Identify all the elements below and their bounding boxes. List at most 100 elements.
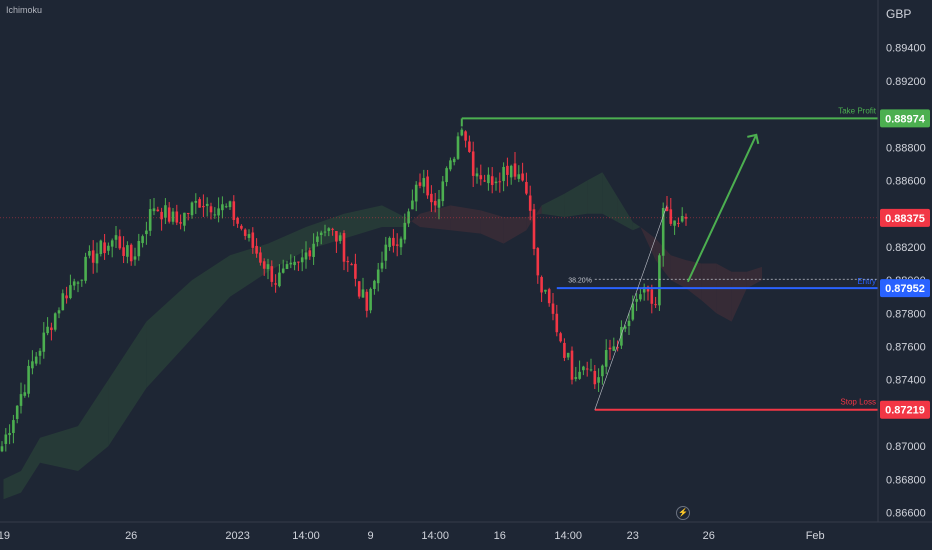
candle-body bbox=[585, 368, 589, 370]
candle-body bbox=[266, 264, 270, 270]
candle-body bbox=[661, 207, 665, 256]
candle-body bbox=[50, 327, 53, 331]
candle-body bbox=[107, 245, 110, 251]
candle-body bbox=[31, 361, 34, 369]
candle-body bbox=[684, 216, 688, 219]
candle-body bbox=[582, 366, 585, 371]
candle-body bbox=[194, 200, 198, 203]
candle-body bbox=[293, 261, 296, 266]
price-axis[interactable]: 0.894000.892000.888000.886000.882000.880… bbox=[877, 0, 932, 550]
candle-body bbox=[597, 377, 600, 383]
candle-body bbox=[566, 352, 570, 358]
candle-body bbox=[601, 365, 604, 377]
cloud-segment bbox=[746, 266, 762, 289]
candle-body bbox=[247, 234, 251, 238]
candle-body bbox=[570, 350, 574, 380]
candle-body bbox=[240, 225, 243, 229]
candle-body bbox=[433, 200, 437, 206]
candle-body bbox=[34, 356, 38, 364]
candle-body bbox=[388, 237, 391, 248]
price-axis-bg bbox=[878, 0, 932, 550]
projection-arrow bbox=[686, 134, 758, 283]
lightning-icon[interactable]: ⚡ bbox=[676, 506, 690, 520]
cloud-segment bbox=[108, 321, 147, 447]
candle-body bbox=[346, 261, 350, 263]
candle-body bbox=[471, 151, 475, 176]
candle-body bbox=[217, 208, 220, 216]
price-tick-label: 0.88800 bbox=[886, 142, 926, 154]
price-tick-label: 0.89400 bbox=[886, 43, 926, 55]
cloud-segment bbox=[268, 226, 306, 272]
candle-body bbox=[627, 320, 631, 326]
candle-body bbox=[589, 369, 593, 371]
candle-body bbox=[464, 131, 467, 141]
candle-body bbox=[224, 206, 228, 208]
cloud-segment bbox=[716, 263, 732, 322]
candle-body bbox=[673, 220, 676, 226]
candle-body bbox=[540, 277, 543, 293]
candle-body bbox=[285, 264, 289, 270]
candle-body bbox=[384, 244, 388, 261]
candle-body bbox=[437, 199, 441, 208]
candle-body bbox=[528, 195, 532, 211]
candle-body bbox=[490, 176, 494, 185]
cloud-segment bbox=[146, 280, 192, 388]
candle-body bbox=[498, 181, 502, 183]
candle-body bbox=[536, 248, 540, 276]
candle-body bbox=[251, 232, 255, 248]
candle-body bbox=[669, 209, 673, 224]
candle-body bbox=[12, 420, 15, 433]
candle-body bbox=[213, 214, 217, 216]
candle-body bbox=[80, 279, 84, 281]
candle-body bbox=[574, 377, 578, 379]
candle-body bbox=[452, 158, 456, 163]
candle-body bbox=[521, 173, 524, 181]
candle-body bbox=[38, 350, 42, 356]
candle-body bbox=[335, 231, 338, 242]
arrow-head bbox=[747, 133, 760, 145]
candle-body bbox=[297, 261, 300, 263]
candle-body bbox=[604, 350, 608, 367]
candle-body bbox=[278, 272, 281, 287]
candle-body bbox=[274, 283, 277, 285]
candle-body bbox=[680, 215, 684, 222]
candle-body bbox=[202, 205, 205, 208]
candle-body bbox=[418, 182, 422, 186]
time-axis[interactable]: 19 26 2023 14:00 9 14:00 16 14:00 23 26 Feb bbox=[0, 521, 932, 542]
stop-loss-label: Stop Loss bbox=[840, 398, 876, 407]
price-tick-label: 0.87800 bbox=[886, 308, 926, 320]
time-tick-label: Feb bbox=[806, 530, 825, 542]
candle-body bbox=[88, 251, 91, 256]
candle-body bbox=[145, 230, 148, 235]
candle-body bbox=[289, 262, 293, 265]
candle-body bbox=[422, 178, 426, 187]
cloud-segment bbox=[503, 217, 527, 244]
indicator-label[interactable]: Ichimoku bbox=[6, 5, 43, 15]
time-tick-label: 26 bbox=[703, 530, 715, 542]
candle-body bbox=[441, 181, 445, 202]
candle-body bbox=[148, 209, 152, 231]
candle-body bbox=[502, 166, 505, 182]
candle-body bbox=[350, 264, 353, 266]
entry-label: Entry bbox=[857, 277, 876, 286]
current-price-tag-label: 0.88375 bbox=[885, 213, 925, 225]
candle-body bbox=[407, 211, 410, 224]
candle-body bbox=[357, 281, 361, 297]
candle-body bbox=[479, 175, 483, 180]
cloud-segment bbox=[731, 271, 747, 322]
candle-body bbox=[327, 228, 331, 231]
candle-body bbox=[72, 281, 76, 286]
candle-body bbox=[221, 204, 224, 211]
stop-loss-tag bbox=[880, 400, 930, 419]
cloud-segment bbox=[526, 205, 542, 231]
candle-body bbox=[167, 207, 171, 222]
plot-area[interactable] bbox=[0, 0, 878, 522]
candle-body bbox=[42, 332, 46, 352]
candle-body bbox=[110, 240, 114, 247]
candle-body bbox=[270, 266, 274, 282]
candle-body bbox=[494, 181, 498, 184]
cloud-segment bbox=[564, 180, 588, 218]
candle-body bbox=[411, 200, 414, 210]
candle-body bbox=[612, 346, 616, 351]
